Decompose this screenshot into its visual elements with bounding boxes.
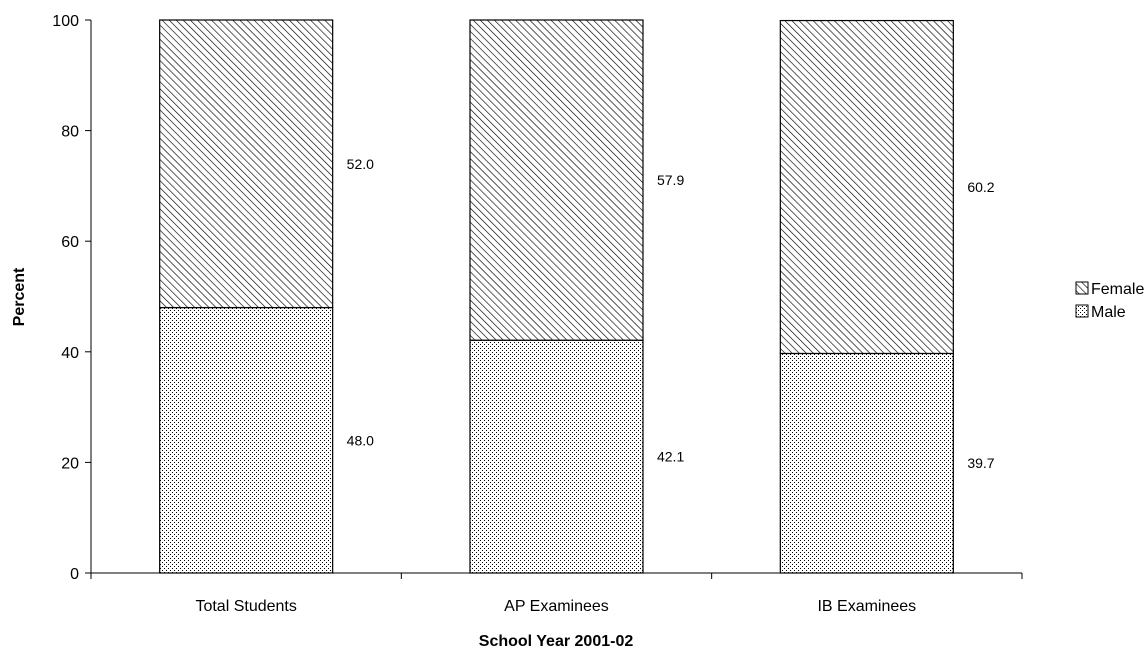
legend: Female Male — [1075, 281, 1144, 321]
y-tick-label: 80 — [61, 124, 79, 141]
legend-swatch-male — [1075, 304, 1089, 318]
bar-male — [159, 306, 334, 574]
x-axis-title: School Year 2001-02 — [479, 633, 634, 650]
x-tick-label: AP Examinees — [504, 598, 609, 615]
bar-female — [779, 19, 954, 355]
data-label-female: 52.0 — [347, 156, 374, 172]
y-tick-label: 100 — [52, 13, 79, 30]
data-label-female: 60.2 — [967, 179, 994, 195]
bar-female — [469, 19, 644, 341]
data-label-male: 48.0 — [347, 432, 374, 448]
y-tick-label: 60 — [61, 234, 79, 251]
y-tick-label: 20 — [61, 455, 79, 472]
y-axis-title: Percent — [11, 267, 28, 326]
bar-female — [159, 19, 334, 309]
legend-label-male: Male — [1091, 304, 1126, 321]
bar-male — [469, 339, 644, 574]
x-tick-label: Total Students — [195, 598, 296, 615]
plot-area: 0 20 40 60 80 100 48.0 52.0 Total Students 42.1 57… — [52, 13, 1023, 615]
data-label-male: 39.7 — [967, 455, 994, 471]
legend-swatch-female — [1075, 281, 1089, 295]
data-label-female: 57.9 — [657, 172, 684, 188]
y-tick-label: 40 — [61, 345, 79, 362]
data-label-male: 42.1 — [657, 449, 684, 465]
x-tick-label: IB Examinees — [817, 598, 916, 615]
bar-male — [779, 352, 954, 574]
y-tick-label: 0 — [70, 566, 79, 583]
legend-label-female: Female — [1091, 281, 1144, 298]
